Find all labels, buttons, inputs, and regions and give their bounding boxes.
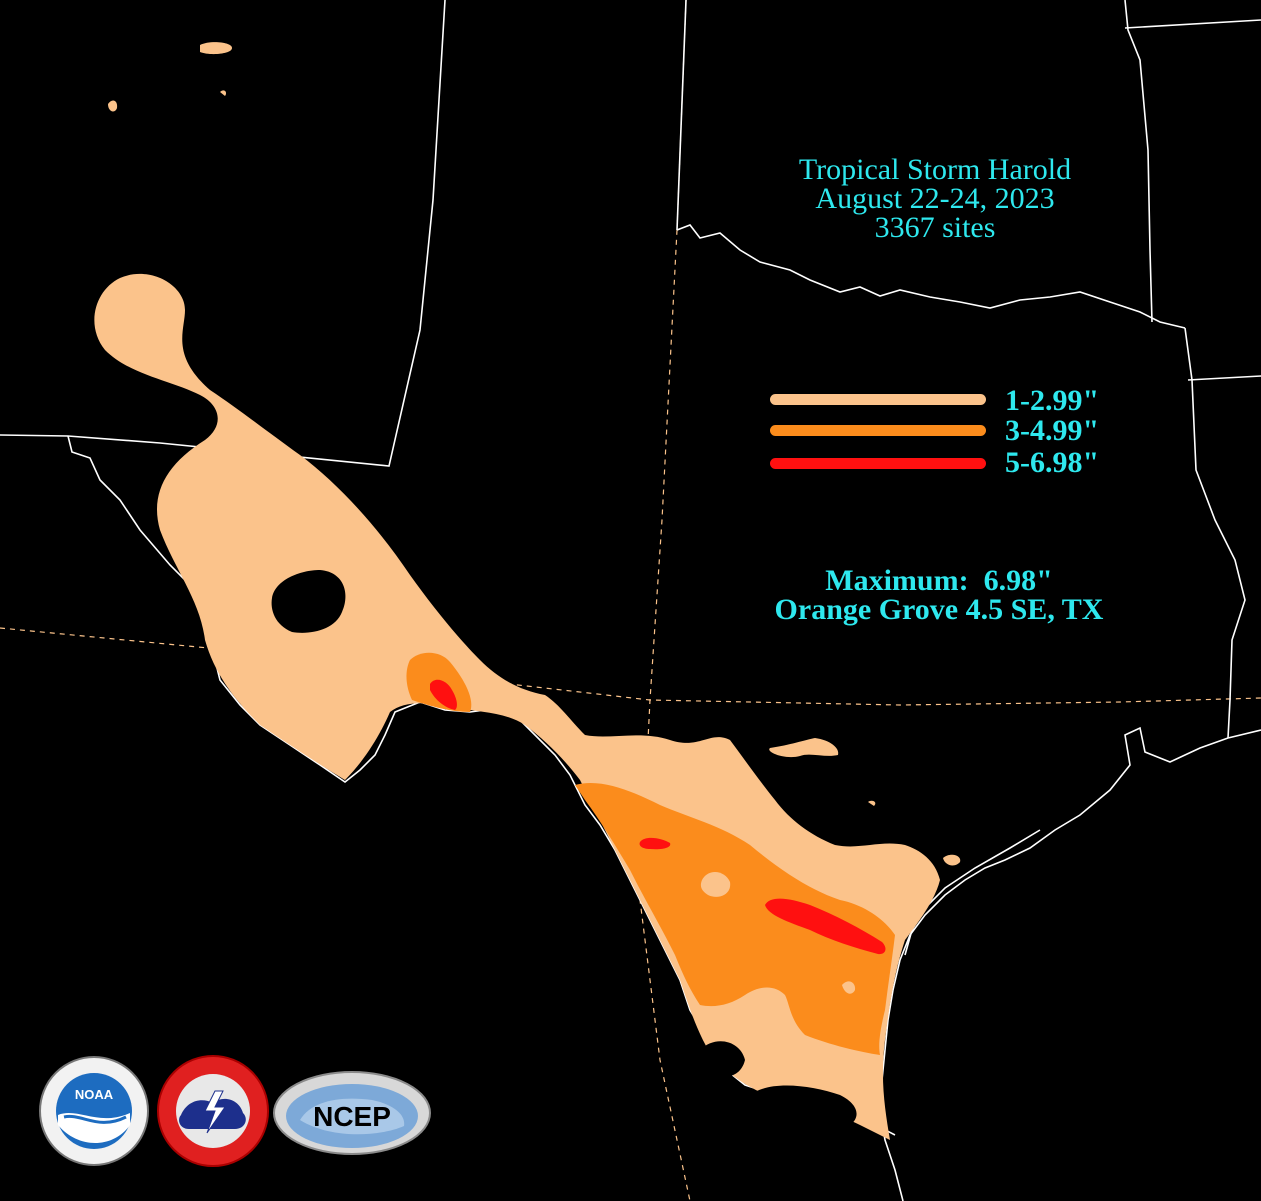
contour-3-4.99-main xyxy=(575,782,895,1055)
ks-mo-border xyxy=(1124,19,1261,29)
contour-5-6.98-main xyxy=(765,898,886,955)
title-storm-name: Tropical Storm Harold xyxy=(798,153,1072,186)
maximum-value: Maximum: 6.98" xyxy=(825,564,1053,597)
light-pocket-1 xyxy=(700,871,731,897)
ncep-logo: NCEP xyxy=(273,1071,431,1155)
contour-1-2.99-blob-d xyxy=(769,738,839,758)
title-dates: August 22-24, 2023 xyxy=(815,182,1055,215)
title-site-count: 3367 sites xyxy=(874,211,996,244)
la-coast xyxy=(1227,729,1261,739)
nws-logo xyxy=(157,1055,269,1167)
legend-swatch-light xyxy=(770,394,986,405)
contour-1-2.99-blob-f xyxy=(868,800,876,806)
maximum-location: Orange Grove 4.5 SE, TX xyxy=(774,593,1104,626)
ar-ms-border xyxy=(1187,375,1261,381)
legend-swatch-moderate xyxy=(770,425,986,436)
legend-swatch-heavy xyxy=(770,458,986,469)
state-borders xyxy=(0,0,1261,739)
nm-az-border xyxy=(0,0,446,467)
latitude-dashed-line xyxy=(0,627,1261,706)
contour-1-2.99-blob-a xyxy=(200,42,232,55)
contour-gap-1 xyxy=(271,570,346,633)
contour-1-2.99-blob-e xyxy=(943,854,961,866)
noaa-logo: NOAA xyxy=(39,1056,149,1166)
contour-1-2.99-blob-c xyxy=(220,90,227,96)
gulf-coastline xyxy=(879,726,1229,1201)
legend-label-light: 1-2.99" xyxy=(1005,384,1100,417)
map-title: Tropical Storm Harold August 22-24, 2023… xyxy=(700,153,1170,244)
meridian-dashed-line xyxy=(639,0,691,1201)
light-pocket-2 xyxy=(842,981,856,994)
precip-heavy xyxy=(430,679,886,955)
contour-gap-3 xyxy=(750,1085,857,1125)
contour-gap-2 xyxy=(700,1041,745,1077)
maximum-info: Maximum: 6.98" Orange Grove 4.5 SE, TX xyxy=(700,564,1178,626)
contour-5-6.98-mid xyxy=(639,837,671,850)
contour-1-2.99-blob-b xyxy=(108,100,118,112)
contour-5-6.98-west xyxy=(430,679,457,710)
ok-ks-border xyxy=(676,0,687,231)
ks-ok-east-border xyxy=(1124,0,1153,323)
ok-tx-border xyxy=(676,224,1186,329)
ar-la-border xyxy=(1184,327,1246,739)
ncep-logo-text: NCEP xyxy=(313,1101,391,1132)
legend-label-moderate: 3-4.99" xyxy=(1005,414,1100,447)
noaa-logo-text: NOAA xyxy=(75,1087,114,1102)
legend-label-heavy: 5-6.98" xyxy=(1005,446,1100,479)
